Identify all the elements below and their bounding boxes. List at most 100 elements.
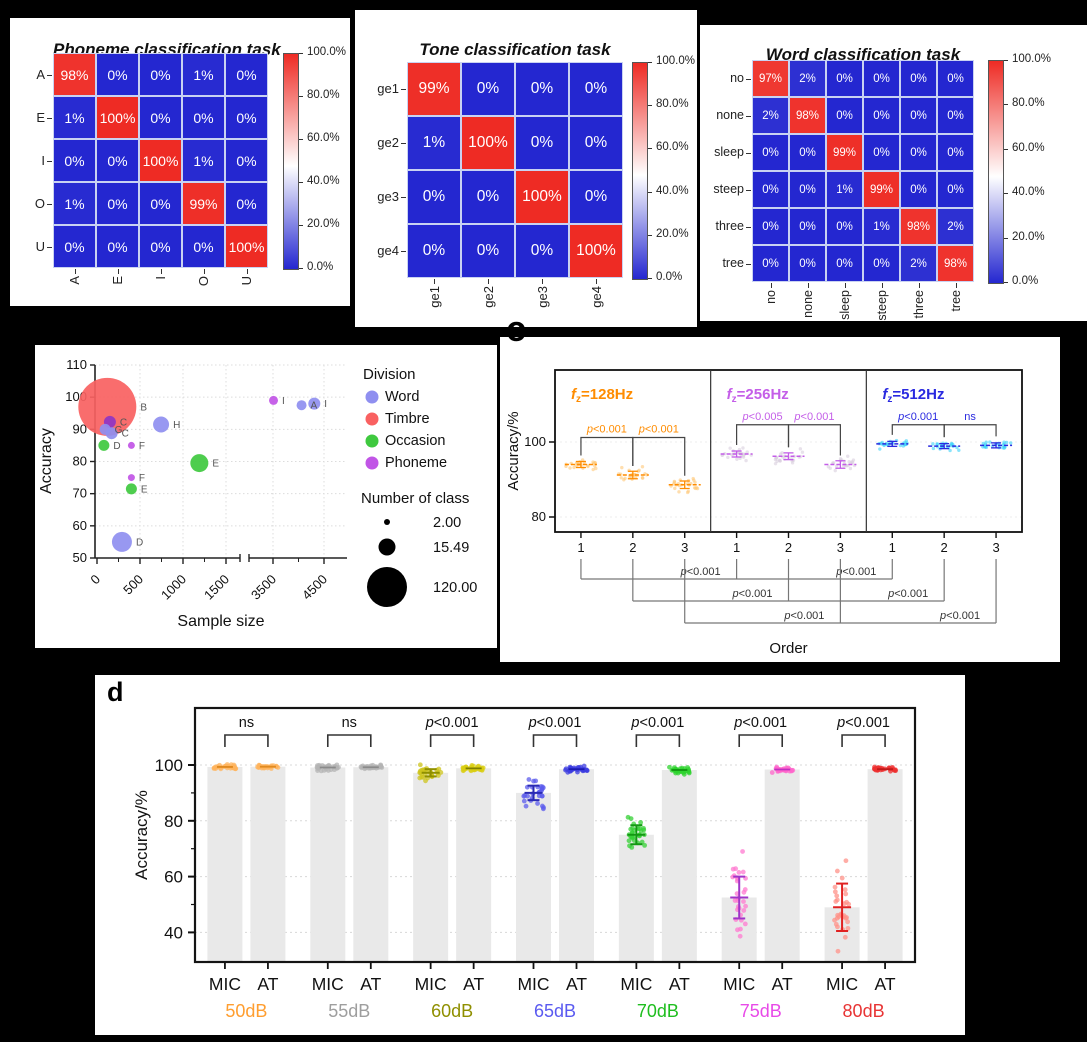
colorbar-tick-mark: [648, 234, 652, 236]
dot: [685, 490, 690, 495]
matrix-cell: 1%: [863, 208, 900, 245]
colorbar-tick-label: 80.0%: [656, 98, 689, 111]
matrix-col-label: ge1: [426, 286, 442, 308]
dot: [892, 768, 898, 773]
colorbar-tick-label: 60.0%: [307, 132, 340, 144]
matrix-cell: 2%: [789, 60, 826, 97]
phoneme-heatmap: 98% 0% 0% 1% 0% 1% 100% 0% 0% 0% 0% 0% 100% 1% 0% 1% 0% 0…: [10, 18, 350, 306]
colorbar-tick-mark: [1004, 104, 1008, 106]
x-tick-label: 2: [941, 540, 948, 555]
bubble: [99, 423, 111, 435]
bubble: [125, 483, 137, 495]
y-tick-label: 80: [73, 454, 87, 469]
colorbar-tick-label: 0.0%: [307, 261, 334, 273]
row-tick-mark: [401, 251, 406, 252]
bracket-line: [787, 424, 841, 456]
col-tick-mark: [596, 279, 597, 284]
dot: [832, 917, 837, 923]
matrix-row-label: U: [35, 238, 45, 254]
col-tick-mark: [770, 283, 772, 288]
dot: [834, 868, 840, 874]
dot: [740, 869, 746, 875]
dot: [741, 899, 746, 904]
pair-label: AT: [875, 974, 896, 994]
db-group-80dB: MIC AT p<0.001 80dB: [824, 715, 903, 1021]
dot: [835, 948, 841, 954]
colorbar-tick-mark: [299, 268, 303, 269]
bubble-label: C: [120, 417, 127, 428]
row-tick-mark: [746, 78, 751, 80]
x-axis-title: Order: [769, 640, 807, 657]
bar-mic: [516, 792, 551, 962]
bar-at: [867, 769, 903, 962]
bubble-label: E: [141, 484, 148, 495]
x-tick-label: 1: [733, 540, 740, 555]
dot: [842, 934, 848, 940]
dot: [521, 793, 527, 799]
matrix-col-label: none: [800, 290, 815, 318]
matrix-cell: 100%: [139, 139, 182, 182]
matrix-cell: 98%: [937, 245, 974, 282]
bubble: [153, 416, 170, 433]
tone-heatmap: 99% 0% 0% 0% 1% 100% 0% 0% 0% 0% 100% 0% 0% 0% 0% 100% g…: [355, 10, 697, 327]
dot: [564, 464, 568, 469]
bar-mic: [618, 834, 654, 962]
colorbar-tick-mark: [1004, 60, 1008, 61]
matrix-cell: 99%: [182, 182, 225, 225]
matrix-cell: 0%: [937, 60, 974, 97]
order-chart-svg: 100 80 Accuracy/% fz=128Hz p<0.001 p<0.001 1 2 3…: [505, 369, 1023, 657]
dot: [1009, 441, 1013, 445]
colorbar-tick-mark: [1004, 148, 1008, 150]
dot: [638, 820, 643, 825]
matrix-cell: 0%: [461, 224, 515, 278]
row-tick-mark: [746, 115, 751, 117]
matrix-cell: 0%: [225, 96, 268, 139]
dot: [832, 884, 838, 890]
bubble: [111, 531, 132, 552]
colorbar-tick-mark: [299, 53, 303, 54]
row-tick-mark: [401, 89, 406, 90]
matrix-cell: 0%: [225, 139, 268, 182]
matrix-cell: 0%: [863, 97, 900, 134]
panel-phoneme-matrix: Phoneme classification task 98% 0% 0% 1% 0% 1…: [10, 18, 350, 306]
bracket-line: [429, 734, 475, 747]
matrix-row-label: ge4: [377, 243, 399, 258]
p-value-label: p<0.001: [680, 566, 721, 578]
pair-label: MIC: [312, 974, 344, 994]
bar-at: [353, 767, 389, 962]
db-group-label: 80dB: [843, 1001, 885, 1021]
colorbar-tick-mark: [648, 148, 652, 150]
dot: [575, 769, 580, 775]
matrix-cell: 0%: [937, 134, 974, 171]
dot: [531, 778, 536, 784]
bar-at: [661, 770, 697, 962]
matrix-cell: 0%: [515, 116, 569, 170]
matrix-cell: 98%: [789, 97, 826, 134]
legend-swatch-timbre: [365, 412, 379, 426]
dot: [672, 480, 677, 484]
scatter-cluster: [928, 441, 961, 453]
colorbar-tick-label: 40.0%: [307, 175, 340, 187]
significance-label: ns: [239, 715, 254, 731]
x-tick-label: 2: [785, 540, 792, 555]
dot: [844, 899, 850, 905]
dot: [878, 447, 882, 451]
matrix-cell: 0%: [182, 225, 225, 268]
dot: [591, 467, 595, 472]
scatter-cluster: [730, 849, 748, 939]
y-tick-label: 50: [73, 550, 87, 565]
dot: [692, 478, 696, 482]
matrix-col-label: E: [110, 276, 125, 285]
dot: [745, 450, 749, 454]
colorbar-tick-mark: [1004, 282, 1008, 283]
colorbar-tick-label: 60.0%: [656, 141, 689, 154]
dot: [737, 933, 743, 939]
dot: [948, 448, 952, 453]
significance-label: p<0.001: [733, 715, 787, 731]
error-bar-group: [833, 882, 852, 933]
dot: [538, 784, 544, 789]
colorbar-tick-mark: [1004, 193, 1008, 195]
colorbar: [988, 60, 1004, 284]
significance-bracket: p<0.001: [787, 411, 841, 456]
matrix-cell: 0%: [863, 134, 900, 171]
